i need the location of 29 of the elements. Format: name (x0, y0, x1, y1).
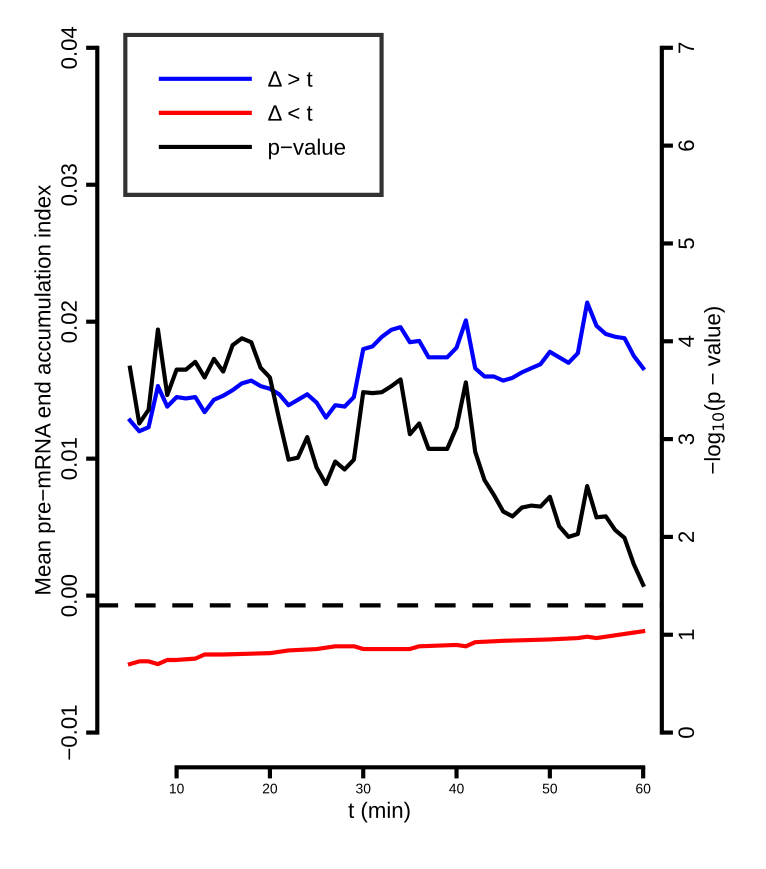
line-series (128, 629, 646, 666)
x-tick-label: 20 (262, 784, 278, 794)
y2-axis-title: −log$_{10}$(p − value) (704, 307, 725, 474)
x-tick-label: 50 (542, 784, 558, 794)
y-tick-label: 0.03 (61, 164, 77, 206)
x-tick-label: 60 (636, 784, 650, 794)
x-tick-label: 40 (449, 784, 464, 794)
y2-tick-label: 3 (678, 434, 694, 444)
y2-tick-label: 2 (678, 532, 694, 542)
y-axis-title: Mean pre−mRNA end accumulation index (34, 185, 56, 594)
x-tick-label: 30 (356, 784, 370, 794)
y-tick-label: 0.02 (61, 301, 77, 342)
y-tick-label: 0.00 (61, 574, 77, 616)
y-tick-label: 0.01 (61, 438, 77, 480)
y2-tick-label: 1 (678, 630, 694, 640)
x-axis-title: t (min) (348, 802, 410, 822)
line-series (128, 327, 646, 587)
y-tick-label: 0.04 (61, 26, 77, 69)
legend-label: p−value (268, 138, 346, 160)
y-tick-label: −0.01 (61, 706, 77, 760)
y2-tick-label: 0 (678, 727, 694, 738)
legend-label: Δ < t (268, 105, 313, 121)
y2-tick-label: 6 (678, 140, 694, 151)
y2-tick-label: 5 (678, 238, 694, 249)
x-tick-label: 10 (170, 784, 184, 794)
y2-tick-label: 7 (678, 42, 694, 53)
line-series (128, 300, 646, 434)
y2-tick-label: 4 (678, 336, 694, 347)
legend-label: Δ > t (268, 71, 313, 87)
